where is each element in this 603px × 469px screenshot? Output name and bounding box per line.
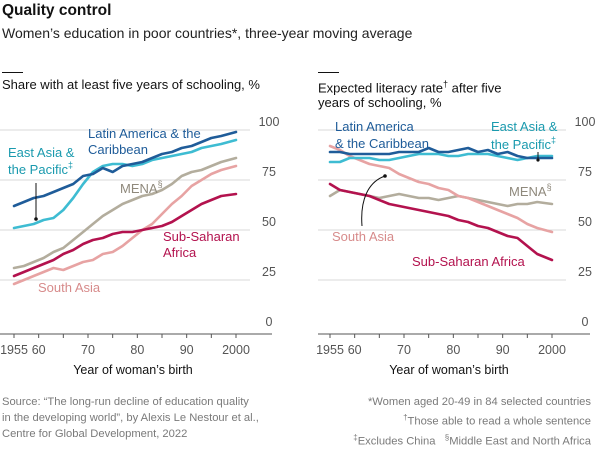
series-label-latin-america: & the Caribbean <box>335 136 429 151</box>
source-note: Source: “The long-run decline of educati… <box>2 394 259 442</box>
series-label-mena: MENA§ <box>509 182 552 199</box>
y-tick-label: 0 <box>266 315 273 329</box>
x-tick-label: 70 <box>397 343 411 357</box>
footnote-3-mark: ‡ <box>353 432 358 442</box>
series-label-latin-america: Latin America <box>335 119 415 134</box>
series-line-sub-saharan <box>328 182 554 262</box>
x-tick-label: 1955 <box>0 343 28 357</box>
panel-title-right: Expected literacy rate† after five years… <box>318 77 502 110</box>
x-tick-label: 2000 <box>222 343 250 357</box>
series-label-latin-america: Latin America & the <box>88 126 201 141</box>
footnote-3: ‡Excludes China §Middle East and North A… <box>353 430 591 450</box>
series-label-south-asia: South Asia <box>38 280 101 295</box>
series-line-latin-america <box>328 146 554 160</box>
x-tick-label: 60 <box>32 343 46 357</box>
leader-dot <box>34 217 38 221</box>
chart-subtitle: Women’s education in poor countries*, th… <box>2 25 413 41</box>
x-tick-label: 90 <box>496 343 510 357</box>
series-label-east-asia: East Asia & <box>491 119 558 134</box>
x-tick-label: 1955 <box>316 343 344 357</box>
footnote-2-mark: † <box>403 413 408 422</box>
series-label-east-asia: the Pacific‡ <box>8 160 73 177</box>
panel-title-right-line2: years of schooling, % <box>318 95 442 111</box>
leader-line <box>361 175 386 227</box>
footnote-3-text: Excludes China <box>357 435 436 448</box>
panel-title-left: Share with at least five years of school… <box>2 77 260 92</box>
dagger-mark: † <box>443 79 449 89</box>
series-line-south-asia <box>12 164 238 286</box>
footnote-1: *Women aged 20-49 in 84 selected countri… <box>367 396 591 408</box>
footnote-2-text: Those able to read a whole sentence <box>407 415 591 428</box>
series-label-sub-saharan: Africa <box>163 245 197 260</box>
series-label-east-asia: East Asia & <box>8 145 75 160</box>
x-tick-label: 2000 <box>538 343 566 357</box>
series-label-sub-saharan: Sub-Saharan Africa <box>412 254 526 269</box>
footnote-2: †Those able to read a whole sentence <box>353 410 591 430</box>
y-tick-label: 50 <box>262 215 276 229</box>
y-tick-label: 75 <box>262 165 276 179</box>
series-line-sub-saharan <box>12 192 238 278</box>
series-line-mena <box>12 156 238 270</box>
series-line-east-asia <box>328 152 554 164</box>
chart-title: Quality control <box>2 2 112 19</box>
series-line-latin-america <box>12 130 238 208</box>
x-tick-label: 80 <box>446 343 460 357</box>
series-line-south-asia <box>328 144 554 234</box>
series-label-sub-saharan: Sub-Saharan <box>163 229 240 244</box>
source-line: in the developing world”, by Alexis Le N… <box>2 412 259 424</box>
panel-title-right-b: after five <box>448 80 502 96</box>
x-tick-label: 80 <box>130 343 144 357</box>
panel-title-right-a: Expected literacy rate <box>318 80 444 96</box>
panel-rule-right <box>318 72 339 73</box>
series-label-mena: MENA§ <box>120 179 163 196</box>
leader-dot <box>383 174 387 178</box>
footnote-4-text: Middle East and North Africa <box>449 435 591 448</box>
y-tick-label: 100 <box>575 115 596 129</box>
y-tick-label: 75 <box>578 165 592 179</box>
y-tick-label: 0 <box>582 315 589 329</box>
y-tick-label: 25 <box>578 265 592 279</box>
series-label-east-asia: the Pacific‡ <box>491 135 556 152</box>
series-line-east-asia <box>12 138 238 230</box>
y-tick-label: 50 <box>578 215 592 229</box>
series-label-south-asia: South Asia <box>332 229 395 244</box>
y-tick-label: 100 <box>259 115 280 129</box>
series-label-latin-america: Caribbean <box>88 142 148 157</box>
x-tick-label: 90 <box>180 343 194 357</box>
x-tick-label: 70 <box>81 343 95 357</box>
x-tick-label: 60 <box>348 343 362 357</box>
x-axis-label: Year of woman’s birth <box>73 363 193 377</box>
footnote-4-mark: § <box>444 432 450 442</box>
y-tick-label: 25 <box>262 265 276 279</box>
x-axis-label: Year of woman’s birth <box>389 363 509 377</box>
leader-dot <box>536 158 540 162</box>
footnotes: *Women aged 20-49 in 84 selected countri… <box>353 394 591 449</box>
source-line: Source: “The long-run decline of educati… <box>2 396 249 408</box>
source-line: Centre for Global Development, 2022 <box>2 428 188 440</box>
panel-rule-left <box>2 72 23 73</box>
